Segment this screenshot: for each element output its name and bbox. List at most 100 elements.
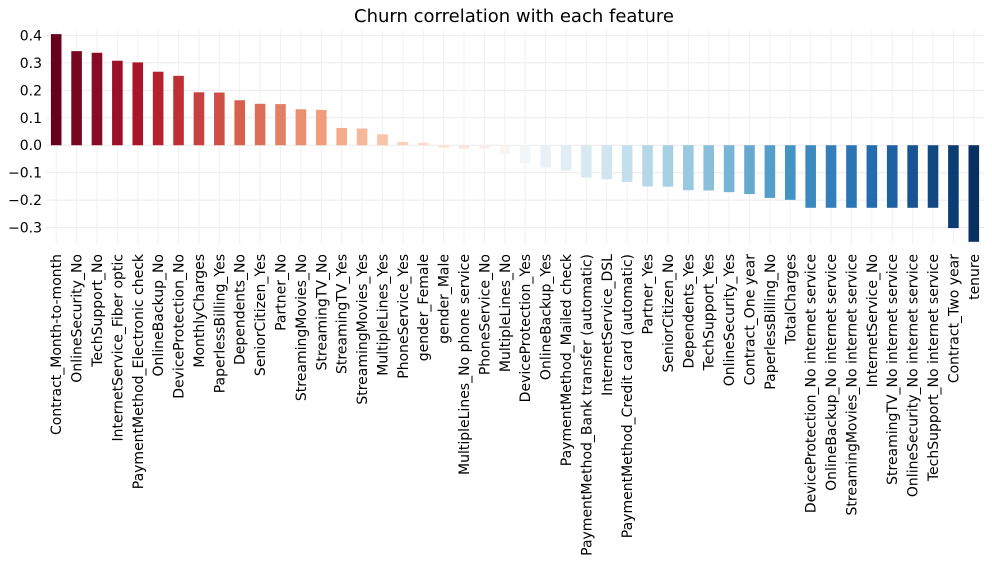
bar	[214, 92, 225, 146]
x-tick-label: MultipleLines_No	[498, 254, 514, 372]
y-tick-label: 0.3	[20, 56, 42, 72]
bar	[621, 145, 633, 182]
bar	[152, 71, 164, 146]
x-tick-label: TechSupport_Yes	[702, 254, 718, 371]
bar	[744, 145, 755, 195]
y-tick-label: 0.1	[20, 111, 42, 127]
x-tick-label: PaperlessBilling_No	[763, 254, 779, 390]
y-tick-label: 0.0	[20, 138, 42, 154]
y-tick-label: −0.3	[8, 221, 42, 237]
bar	[112, 60, 123, 146]
x-tick-label: MonthlyCharges	[192, 254, 208, 368]
bar	[315, 109, 327, 146]
x-tick-label: MultipleLines_Yes	[375, 254, 391, 376]
x-tick-label: SeniorCitizen_Yes	[253, 254, 269, 376]
x-tick-label: TechSupport_No internet service	[926, 254, 942, 482]
bar	[91, 52, 103, 146]
bar	[458, 145, 470, 149]
bar	[948, 145, 959, 229]
y-tick-label: 0.4	[20, 28, 42, 44]
bars	[50, 34, 980, 242]
x-tick-label: gender_Male	[437, 254, 453, 344]
x-tick-label: gender_Female	[416, 254, 432, 361]
x-tick-label: SeniorCitizen_No	[661, 254, 677, 373]
y-tick-label: 0.2	[20, 83, 42, 99]
bar	[846, 145, 857, 208]
bar	[662, 145, 674, 187]
x-tick-label: OnlineSecurity_Yes	[722, 254, 738, 386]
bar	[499, 145, 511, 155]
x-tick-label: OnlineBackup_No	[151, 254, 167, 377]
bar	[397, 141, 409, 146]
x-tick-label: PhoneService_No	[477, 254, 493, 375]
bar	[683, 145, 694, 191]
bar	[968, 145, 980, 242]
bar	[642, 145, 653, 187]
bar	[71, 51, 82, 146]
bar	[825, 145, 837, 208]
x-tick-label: OnlineBackup_Yes	[539, 254, 555, 380]
x-tick-label: PhoneService_Yes	[396, 254, 412, 379]
bar	[581, 145, 592, 178]
chart-title: Churn correlation with each feature	[354, 6, 674, 27]
x-tick-label: Dependents_No	[233, 254, 249, 365]
bar	[336, 127, 347, 146]
bar	[193, 92, 205, 146]
x-tick-label: Dependents_Yes	[681, 254, 697, 369]
bar	[784, 145, 796, 200]
x-tick-label: PaymentMethod_Mailed check	[559, 253, 575, 466]
bar	[254, 103, 266, 146]
y-tick-label: −0.2	[8, 193, 42, 209]
x-tick-label: DeviceProtection_No	[172, 254, 188, 399]
x-tick-label: Contract_Two year	[946, 254, 962, 383]
bar	[805, 145, 816, 208]
x-tick-label: InternetService_DSL	[600, 254, 616, 396]
bar	[438, 145, 449, 148]
bar	[295, 109, 307, 146]
bar	[540, 145, 551, 168]
x-tick-label: PaymentMethod_Credit card (automatic)	[620, 254, 636, 538]
x-tick-label: Partner_No	[274, 254, 290, 331]
bar	[886, 145, 898, 208]
x-tick-label: DeviceProtection_Yes	[518, 254, 534, 402]
bar	[50, 34, 62, 146]
bar	[417, 142, 429, 146]
bar	[519, 145, 531, 164]
x-tick-label: Contract_One year	[743, 254, 759, 386]
x-tick-label: StreamingTV_Yes	[335, 254, 351, 374]
x-tick-label: DeviceProtection_No internet service	[804, 254, 820, 513]
x-tick-label: PaymentMethod_Electronic check	[131, 253, 147, 489]
x-tick-label: Partner_Yes	[641, 254, 657, 334]
bar	[560, 145, 572, 171]
y-tick-label: −0.1	[8, 166, 42, 182]
bar	[703, 145, 715, 191]
bar	[234, 100, 246, 146]
x-tick-label: MultipleLines_No phone service	[457, 254, 473, 475]
bar	[927, 145, 939, 208]
bar	[173, 75, 184, 146]
x-tick-labels: Contract_Month-to-month OnlineSecurity_No…	[49, 253, 983, 556]
bar	[479, 145, 490, 149]
x-tick-label: StreamingMovies_Yes	[355, 254, 371, 405]
x-tick-label: OnlineSecurity_No internet service	[906, 254, 922, 497]
bar	[275, 104, 286, 146]
x-tick-label: tenure	[967, 254, 983, 300]
bar	[356, 128, 368, 146]
bar	[723, 145, 735, 193]
x-tick-label: StreamingMovies_No	[294, 254, 310, 401]
x-tick-label: PaperlessBilling_Yes	[212, 254, 228, 393]
bar	[907, 145, 918, 208]
x-tick-label: StreamingMovies_No internet service	[844, 254, 860, 515]
x-tick-label: StreamingTV_No internet service	[885, 254, 901, 485]
bar	[132, 62, 144, 146]
bar	[377, 134, 388, 146]
x-tick-label: InternetService_Fiber optic	[110, 254, 126, 442]
grid-lines	[46, 30, 984, 244]
x-tick-label: PaymentMethod_Bank transfer (automatic)	[579, 254, 595, 556]
x-tick-label: OnlineSecurity_No	[70, 254, 86, 383]
bar	[601, 145, 613, 180]
x-tick-label: Contract_Month-to-month	[49, 254, 65, 435]
x-tick-label: InternetService_No	[865, 254, 881, 387]
